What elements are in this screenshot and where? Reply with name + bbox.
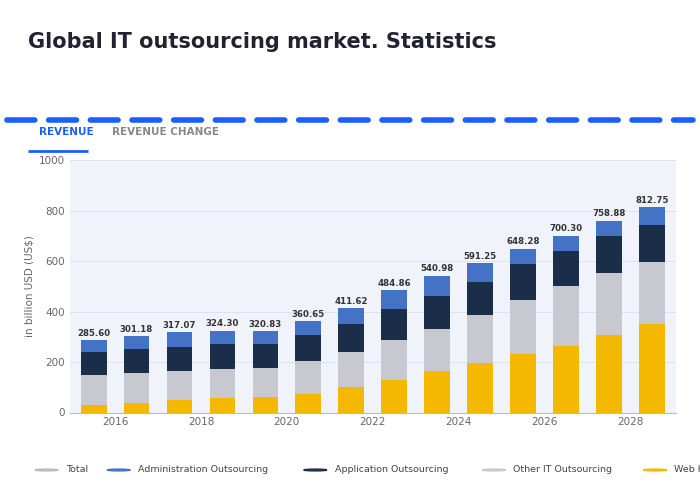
Bar — [209, 398, 235, 412]
Text: 540.98: 540.98 — [421, 264, 454, 274]
Bar — [424, 372, 450, 412]
Bar — [253, 397, 279, 412]
Bar — [253, 368, 279, 397]
Bar — [382, 380, 407, 412]
Text: 317.07: 317.07 — [163, 321, 196, 330]
Bar — [382, 340, 407, 380]
Bar — [167, 346, 193, 370]
Circle shape — [107, 469, 130, 471]
Text: Other IT Outsourcing: Other IT Outsourcing — [513, 466, 612, 474]
Bar — [209, 369, 235, 398]
Bar — [510, 264, 536, 300]
Bar — [639, 225, 665, 262]
Text: 484.86: 484.86 — [377, 278, 411, 287]
Circle shape — [643, 469, 666, 471]
Bar — [596, 221, 622, 236]
Bar — [80, 352, 106, 375]
Text: Global IT outsourcing market. Statistics: Global IT outsourcing market. Statistics — [28, 32, 496, 52]
Text: 591.25: 591.25 — [463, 252, 497, 260]
Text: 812.75: 812.75 — [635, 196, 668, 205]
Bar — [424, 296, 450, 329]
Bar — [295, 334, 321, 361]
Text: 700.30: 700.30 — [550, 224, 582, 233]
Bar — [209, 344, 235, 369]
Circle shape — [35, 469, 58, 471]
Circle shape — [304, 469, 327, 471]
Bar — [80, 375, 106, 405]
Text: REVENUE CHANGE: REVENUE CHANGE — [112, 126, 219, 136]
Text: 758.88: 758.88 — [592, 210, 626, 218]
Bar — [382, 310, 407, 340]
Bar — [553, 286, 579, 346]
Bar — [167, 370, 193, 400]
Text: 301.18: 301.18 — [120, 325, 153, 334]
Text: 360.65: 360.65 — [292, 310, 325, 319]
Bar — [295, 322, 321, 334]
Circle shape — [482, 469, 505, 471]
Bar — [124, 403, 149, 412]
Bar — [295, 394, 321, 412]
Bar — [124, 373, 149, 403]
Text: 411.62: 411.62 — [335, 297, 368, 306]
Bar — [124, 336, 149, 349]
Bar — [338, 308, 364, 324]
Text: Web Hosting: Web Hosting — [674, 466, 700, 474]
Bar — [596, 236, 622, 273]
Bar — [553, 346, 579, 412]
Bar — [338, 387, 364, 412]
Bar — [253, 332, 279, 344]
Bar — [167, 400, 193, 412]
Bar — [510, 249, 536, 264]
Bar — [80, 340, 106, 352]
Bar — [338, 352, 364, 387]
Bar — [338, 324, 364, 352]
Bar — [639, 207, 665, 225]
Bar — [295, 361, 321, 394]
Bar — [467, 282, 493, 315]
Text: 324.30: 324.30 — [206, 319, 239, 328]
Bar — [639, 324, 665, 412]
Bar — [510, 354, 536, 412]
Bar — [639, 262, 665, 324]
Bar — [596, 336, 622, 412]
Bar — [167, 332, 193, 346]
Bar — [553, 251, 579, 286]
Bar — [124, 349, 149, 373]
Bar — [424, 276, 450, 296]
Text: 320.83: 320.83 — [248, 320, 282, 329]
Bar — [80, 405, 106, 412]
Text: Application Outsourcing: Application Outsourcing — [335, 466, 448, 474]
Text: 285.60: 285.60 — [77, 329, 110, 338]
Bar — [424, 329, 450, 372]
Text: Total: Total — [66, 466, 88, 474]
Bar — [553, 236, 579, 251]
Text: REVENUE: REVENUE — [38, 126, 93, 136]
Bar — [382, 290, 407, 310]
Text: Administration Outsourcing: Administration Outsourcing — [138, 466, 268, 474]
Bar — [467, 264, 493, 282]
Bar — [209, 330, 235, 344]
Bar — [596, 273, 622, 336]
Bar — [253, 344, 279, 368]
Bar — [510, 300, 536, 354]
Y-axis label: in billion USD (US$): in billion USD (US$) — [25, 236, 35, 337]
Bar — [467, 315, 493, 363]
Bar — [467, 363, 493, 412]
Text: 648.28: 648.28 — [506, 238, 540, 246]
